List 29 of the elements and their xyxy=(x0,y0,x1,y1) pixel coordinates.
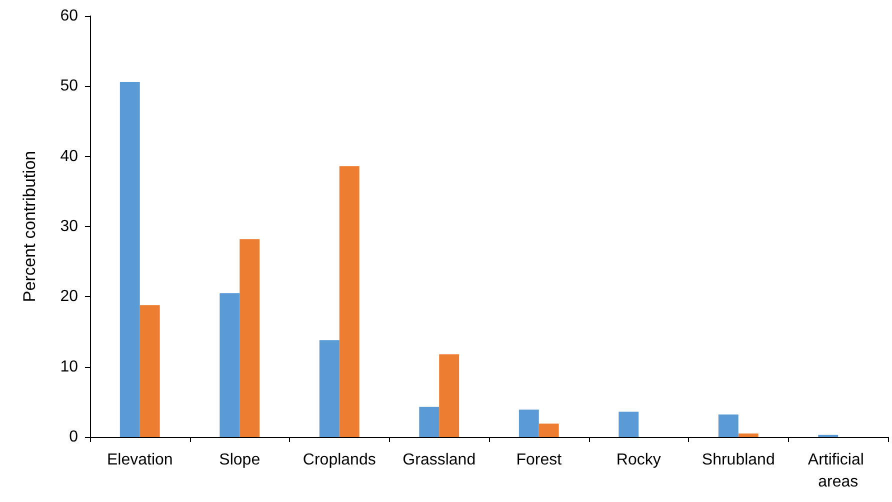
bar xyxy=(120,82,140,437)
x-tick-label: Slope xyxy=(219,452,260,468)
x-tick-label: Elevation xyxy=(106,452,173,468)
x-tick-label: Artificial areas xyxy=(808,452,868,490)
x-tick-label: Rocky xyxy=(616,452,661,468)
y-axis-title: Percent contribution xyxy=(20,150,39,302)
bar xyxy=(718,414,738,437)
y-tick-label: 60 xyxy=(60,8,78,24)
y-tick-label: 10 xyxy=(60,358,78,376)
x-tick-label: Grassland xyxy=(402,452,476,468)
x-tick-label: Forest xyxy=(516,452,562,468)
bar xyxy=(240,239,260,437)
bar xyxy=(419,406,440,437)
y-tick-label: 50 xyxy=(60,78,78,95)
bar xyxy=(518,410,539,437)
bar xyxy=(339,166,360,437)
bar xyxy=(538,424,559,437)
y-tick-label: 20 xyxy=(60,288,78,306)
bar xyxy=(738,433,758,437)
x-tick-label: Croplands xyxy=(302,452,376,468)
x-tick-label: Shrubland xyxy=(702,452,775,468)
y-tick-label: 30 xyxy=(60,218,78,235)
bar xyxy=(618,412,639,437)
bar xyxy=(439,354,460,437)
bar xyxy=(220,293,240,437)
bar xyxy=(319,340,340,437)
y-tick-label: 40 xyxy=(60,148,78,165)
y-tick-label: 0 xyxy=(69,428,78,446)
bar xyxy=(140,305,160,437)
